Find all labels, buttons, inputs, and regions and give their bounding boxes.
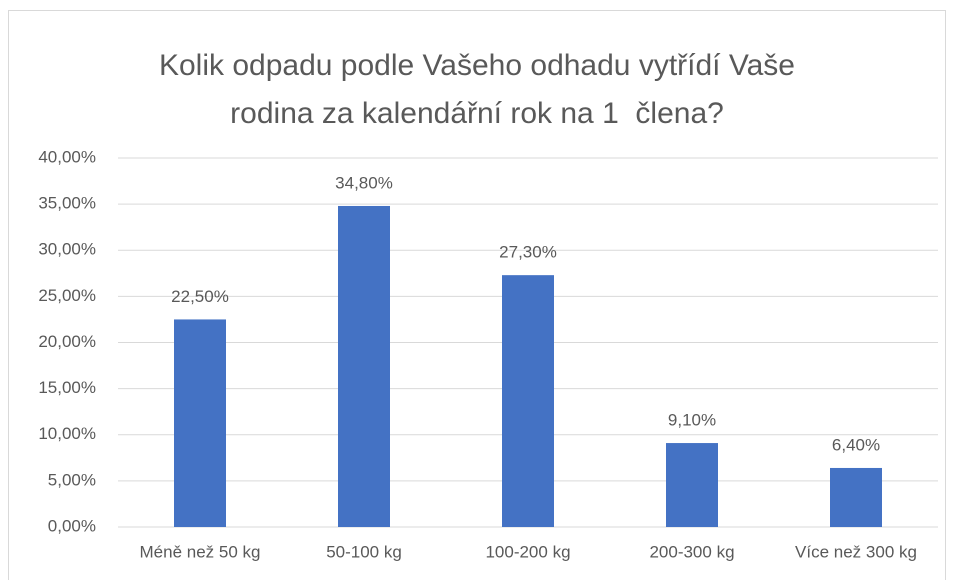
x-tick-label: 100-200 kg (485, 542, 570, 561)
y-tick-label: 30,00% (38, 240, 96, 259)
x-tick-label: Více než 300 kg (795, 542, 917, 561)
y-tick-label: 40,00% (38, 147, 96, 166)
y-tick-label: 35,00% (38, 194, 96, 213)
data-label: 22,50% (171, 287, 229, 306)
y-tick-label: 5,00% (48, 470, 96, 489)
y-tick-label: 0,00% (48, 516, 96, 535)
chart-border (8, 10, 946, 580)
x-tick-label: 200-300 kg (649, 542, 734, 561)
y-tick-label: 25,00% (38, 286, 96, 305)
bar (666, 443, 718, 527)
chart-title: Kolik odpadu podle Vašeho odhadu vytřídí… (158, 49, 804, 130)
data-label: 27,30% (499, 243, 557, 262)
data-label: 34,80% (335, 173, 393, 192)
y-tick-label: 20,00% (38, 332, 96, 351)
bar (338, 205, 390, 527)
bar (502, 275, 554, 527)
bar (174, 319, 226, 527)
bar (830, 467, 882, 527)
y-tick-label: 15,00% (38, 378, 96, 397)
data-label: 9,10% (668, 411, 716, 430)
x-tick-label: 50-100 kg (326, 542, 402, 561)
y-tick-label: 10,00% (38, 424, 96, 443)
x-tick-label: Méně než 50 kg (140, 542, 261, 561)
data-label: 6,40% (832, 435, 880, 454)
